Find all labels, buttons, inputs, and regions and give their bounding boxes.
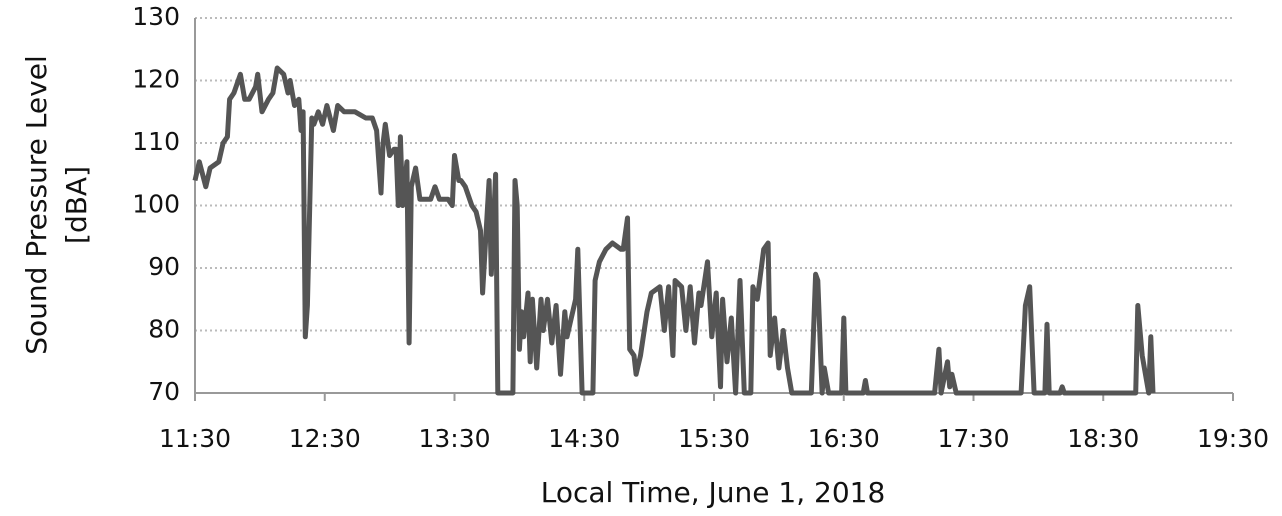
y-axis-label: Sound Pressure Level xyxy=(20,55,53,354)
x-tick-label: 14:30 xyxy=(548,424,620,453)
data-line xyxy=(192,65,1156,396)
y-tick-label: 70 xyxy=(148,377,180,406)
x-tick-label: 15:30 xyxy=(678,424,750,453)
x-tick-label: 19:30 xyxy=(1197,424,1269,453)
x-tick-label: 11:30 xyxy=(159,424,231,453)
x-axis-label: Local Time, June 1, 2018 xyxy=(541,476,886,509)
y-tick-label: 80 xyxy=(148,315,180,344)
x-tick-label: 17:30 xyxy=(937,424,1009,453)
x-tick-label: 16:30 xyxy=(808,424,880,453)
y-tick-label: 110 xyxy=(132,127,180,156)
y-tick-label: 130 xyxy=(132,2,180,31)
x-tick-label: 18:30 xyxy=(1067,424,1139,453)
x-tick-label: 13:30 xyxy=(418,424,490,453)
y-axis-label: [dBA] xyxy=(60,166,93,244)
y-tick-label: 90 xyxy=(148,252,180,281)
x-tick-label: 12:30 xyxy=(289,424,361,453)
y-tick-label: 120 xyxy=(132,65,180,94)
y-tick-label: 100 xyxy=(132,190,180,219)
